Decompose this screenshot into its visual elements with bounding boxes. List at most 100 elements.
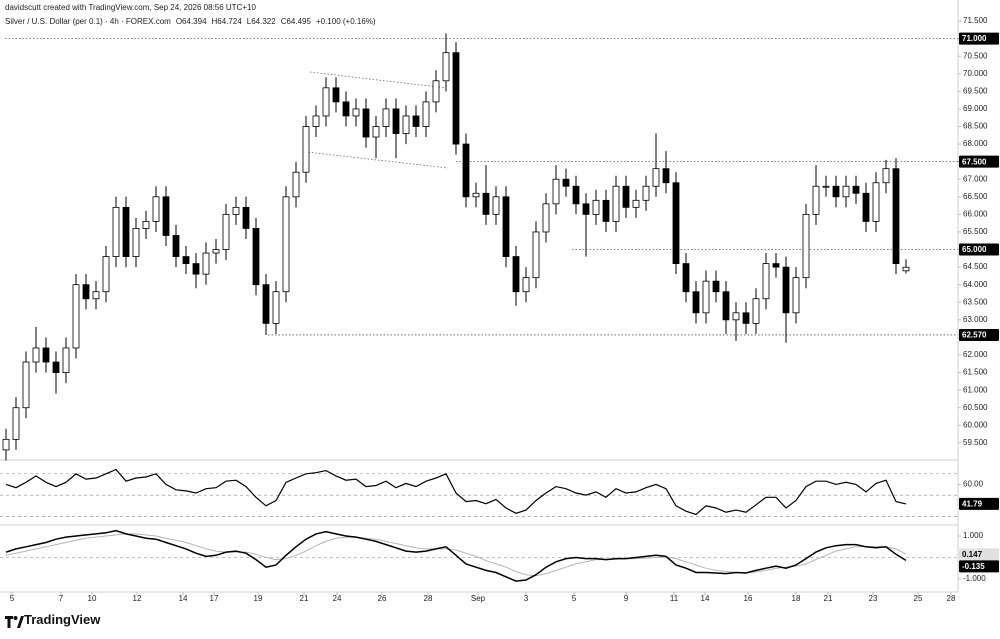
y-tick-label: 64.500 <box>963 262 988 271</box>
x-tick-label: 21 <box>300 594 309 603</box>
candle-body <box>712 280 720 293</box>
level-label-box <box>959 328 999 341</box>
candle-body <box>792 277 800 314</box>
candle-body <box>362 108 370 138</box>
y-tick-label: 68.000 <box>963 139 988 148</box>
candle-body <box>222 213 230 250</box>
candle-body <box>142 221 150 229</box>
candle-body <box>822 185 830 188</box>
candle-body <box>672 182 680 264</box>
candle-body <box>432 80 440 103</box>
candle-body <box>112 206 120 257</box>
y-tick-label: 61.000 <box>963 385 988 394</box>
candle-body <box>882 168 890 184</box>
candle-body <box>682 263 690 293</box>
y-tick-label: 66.500 <box>963 192 988 201</box>
trendline <box>304 151 449 169</box>
candle-body <box>862 192 870 222</box>
candle-body <box>642 185 650 201</box>
candle-body <box>422 101 430 127</box>
x-tick-label: 17 <box>210 594 219 603</box>
level-label-box <box>959 32 999 45</box>
x-tick-label: 24 <box>333 594 342 603</box>
candle-body <box>412 115 420 127</box>
x-tick-label: 5 <box>572 594 577 603</box>
candle-body <box>902 266 910 272</box>
y-tick-label: 1.000 <box>963 531 984 540</box>
candle-body <box>652 168 660 187</box>
last-value-label-box <box>959 497 999 510</box>
y-tick-label: -1.000 <box>963 574 986 583</box>
candle-body <box>492 196 500 215</box>
candle-body <box>212 249 220 254</box>
candle-body <box>692 291 700 314</box>
candle-body <box>162 196 170 236</box>
candle-body <box>562 178 570 187</box>
candle-body <box>772 263 780 268</box>
x-tick-label: 19 <box>254 594 263 603</box>
candle-body <box>322 87 330 117</box>
candle-body <box>852 185 860 194</box>
candle-body <box>132 228 140 257</box>
ohlc-high: H64.724 <box>211 17 242 26</box>
y-tick-label: 59.500 <box>963 438 988 447</box>
candle-body <box>342 101 350 117</box>
y-tick-label: 64.000 <box>963 280 988 289</box>
candle-body <box>292 171 300 198</box>
x-tick-label: 23 <box>869 594 878 603</box>
y-tick-label: 61.500 <box>963 368 988 377</box>
candle-body <box>92 291 100 300</box>
y-tick-label: 60.00 <box>963 480 984 489</box>
candle-body <box>312 115 320 127</box>
level-label-box <box>959 243 999 256</box>
candle-body <box>452 52 460 145</box>
candle-body <box>352 108 360 117</box>
y-tick-label: 69.500 <box>963 86 988 95</box>
x-tick-label: 21 <box>824 594 833 603</box>
candle-body <box>742 312 750 324</box>
last-value-label: 41.79 <box>962 500 983 509</box>
x-tick-label: 28 <box>424 594 433 603</box>
last-value-label: 0.147 <box>962 550 983 559</box>
candle-body <box>522 277 530 293</box>
candle-body <box>612 185 620 222</box>
indicator-line <box>5 468 907 516</box>
x-tick-label: 14 <box>701 594 710 603</box>
candle-body <box>662 168 670 184</box>
y-tick-label: 69.000 <box>963 104 988 113</box>
level-label: 67.500 <box>962 157 987 166</box>
y-tick-label: 67.000 <box>963 174 988 183</box>
x-tick-label: 16 <box>744 594 753 603</box>
candle-body <box>382 108 390 127</box>
ohlc-close: C64.495 <box>280 17 311 26</box>
candle-body <box>82 284 90 300</box>
ohlc-open: O64.394 <box>175 17 207 26</box>
level-label: 62.570 <box>962 331 987 340</box>
last-value-label: -0.135 <box>962 562 985 571</box>
candle-body <box>512 256 520 293</box>
candle-body <box>842 185 850 198</box>
candle-body <box>542 203 550 233</box>
candle-body <box>732 312 740 321</box>
candle-body <box>52 361 60 373</box>
candle-body <box>22 361 30 409</box>
candle-body <box>602 199 610 222</box>
candle-body <box>532 231 540 279</box>
candle-body <box>192 263 200 275</box>
candle-body <box>572 185 580 205</box>
indicator-line <box>5 533 907 577</box>
legend: Silver / U.S. Dollar (per 0.1) · 4h · FO… <box>5 17 376 26</box>
candle-body <box>782 266 790 314</box>
candle-body <box>202 252 210 275</box>
candle-body <box>402 115 410 134</box>
x-tick-label: 25 <box>914 594 923 603</box>
x-tick-label: 18 <box>792 594 801 603</box>
candle-body <box>632 199 640 208</box>
y-tick-label: 62.000 <box>963 350 988 359</box>
candle-body <box>552 178 560 205</box>
x-tick-label: 7 <box>59 594 64 603</box>
candle-body <box>302 126 310 173</box>
x-tick-label: 10 <box>88 594 97 603</box>
y-tick-label: 66.000 <box>963 209 988 218</box>
